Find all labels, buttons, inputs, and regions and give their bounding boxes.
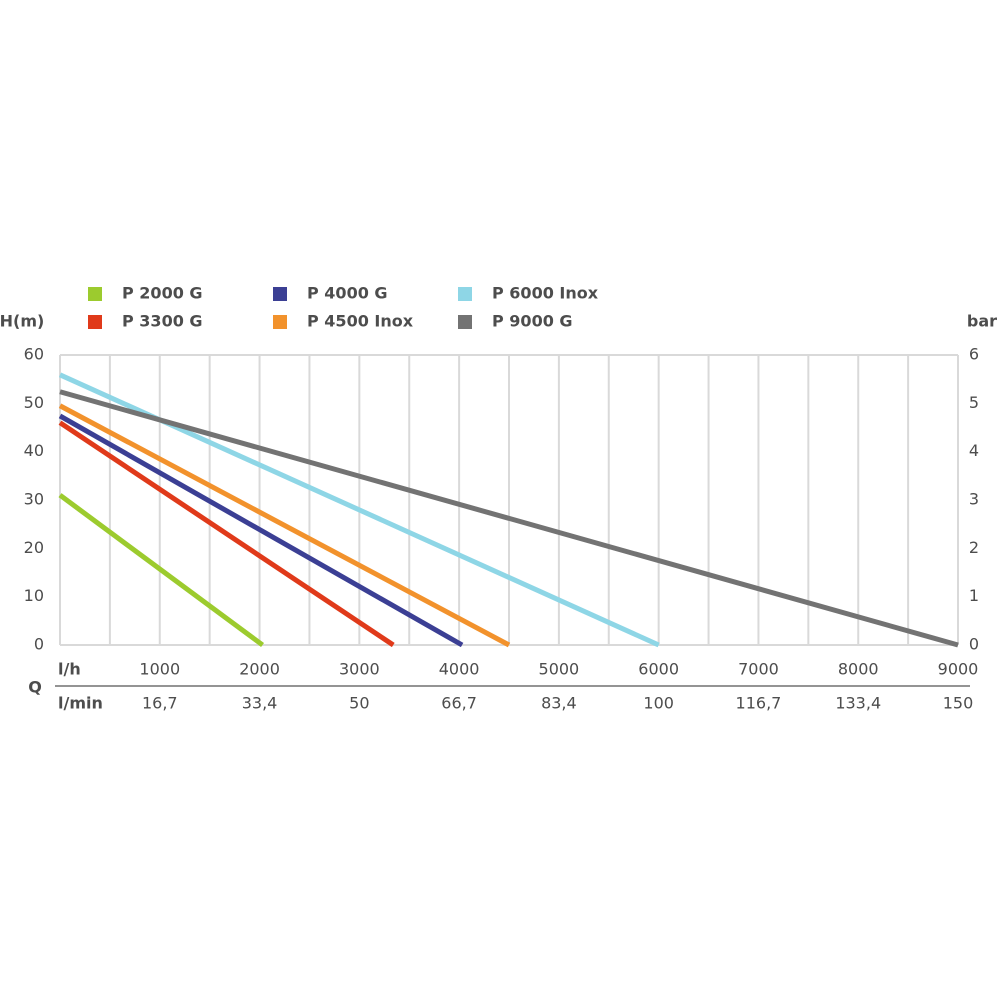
x-tick-label: 4000 (439, 660, 480, 679)
y2-tick-label: 2 (969, 538, 979, 557)
legend-swatch (88, 315, 102, 329)
series-line (58, 420, 395, 648)
legend-label: P 6000 Inox (492, 284, 599, 303)
x-tick-label: 3000 (339, 660, 380, 679)
y2-tick-label: 3 (969, 490, 979, 509)
y-tick-label: 10 (24, 586, 44, 605)
y-tick-label: 60 (24, 345, 44, 364)
x-tick-label: 7000 (738, 660, 779, 679)
x2-tick-label: 33,4 (242, 694, 278, 713)
legend-label: P 2000 G (122, 284, 203, 303)
x2-tick-label: 16,7 (142, 694, 178, 713)
y2-tick-label: 1 (969, 586, 979, 605)
y2-tick-label: 6 (969, 345, 979, 364)
series-line (58, 493, 265, 648)
y-tick-label: 40 (24, 441, 44, 460)
x-tick-label: 2000 (239, 660, 280, 679)
x2-tick-label: 50 (349, 694, 369, 713)
x2-tick-label: 100 (643, 694, 674, 713)
x2-tick-label: 150 (943, 694, 974, 713)
y-tick-label: 50 (24, 393, 44, 412)
x-row-label: l/h (58, 660, 81, 679)
legend-swatch (88, 287, 102, 301)
legend-label: P 3300 G (122, 312, 203, 331)
y2-tick-label: 0 (969, 635, 979, 654)
x-tick-label: 6000 (638, 660, 679, 679)
x-tick-label: 9000 (938, 660, 979, 679)
y-tick-label: 30 (24, 490, 44, 509)
y-tick-label: 20 (24, 538, 44, 557)
y2-axis-label: bar (967, 312, 997, 331)
legend-label: P 4500 Inox (307, 312, 414, 331)
series-line (58, 403, 511, 648)
legend-swatch (273, 287, 287, 301)
legend-label: P 4000 G (307, 284, 388, 303)
x-tick-label: 8000 (838, 660, 879, 679)
y2-tick-label: 4 (969, 441, 979, 460)
x2-tick-label: 133,4 (835, 694, 881, 713)
y2-tick-label: 5 (969, 393, 979, 412)
x-tick-label: 5000 (539, 660, 580, 679)
x2-tick-label: 83,4 (541, 694, 577, 713)
legend-swatch (458, 287, 472, 301)
legend-swatch (273, 315, 287, 329)
x2-tick-label: 116,7 (736, 694, 782, 713)
x2-row-label: l/min (58, 694, 103, 713)
series-line (59, 389, 959, 648)
legend-label: P 9000 G (492, 312, 573, 331)
x2-tick-label: 66,7 (441, 694, 477, 713)
x-tick-label: 1000 (139, 660, 180, 679)
x-axis-label: Q (28, 678, 42, 697)
legend-swatch (458, 315, 472, 329)
series-line (58, 413, 464, 648)
y-axis-label: H(m) (0, 312, 44, 331)
y-tick-label: 0 (34, 635, 44, 654)
